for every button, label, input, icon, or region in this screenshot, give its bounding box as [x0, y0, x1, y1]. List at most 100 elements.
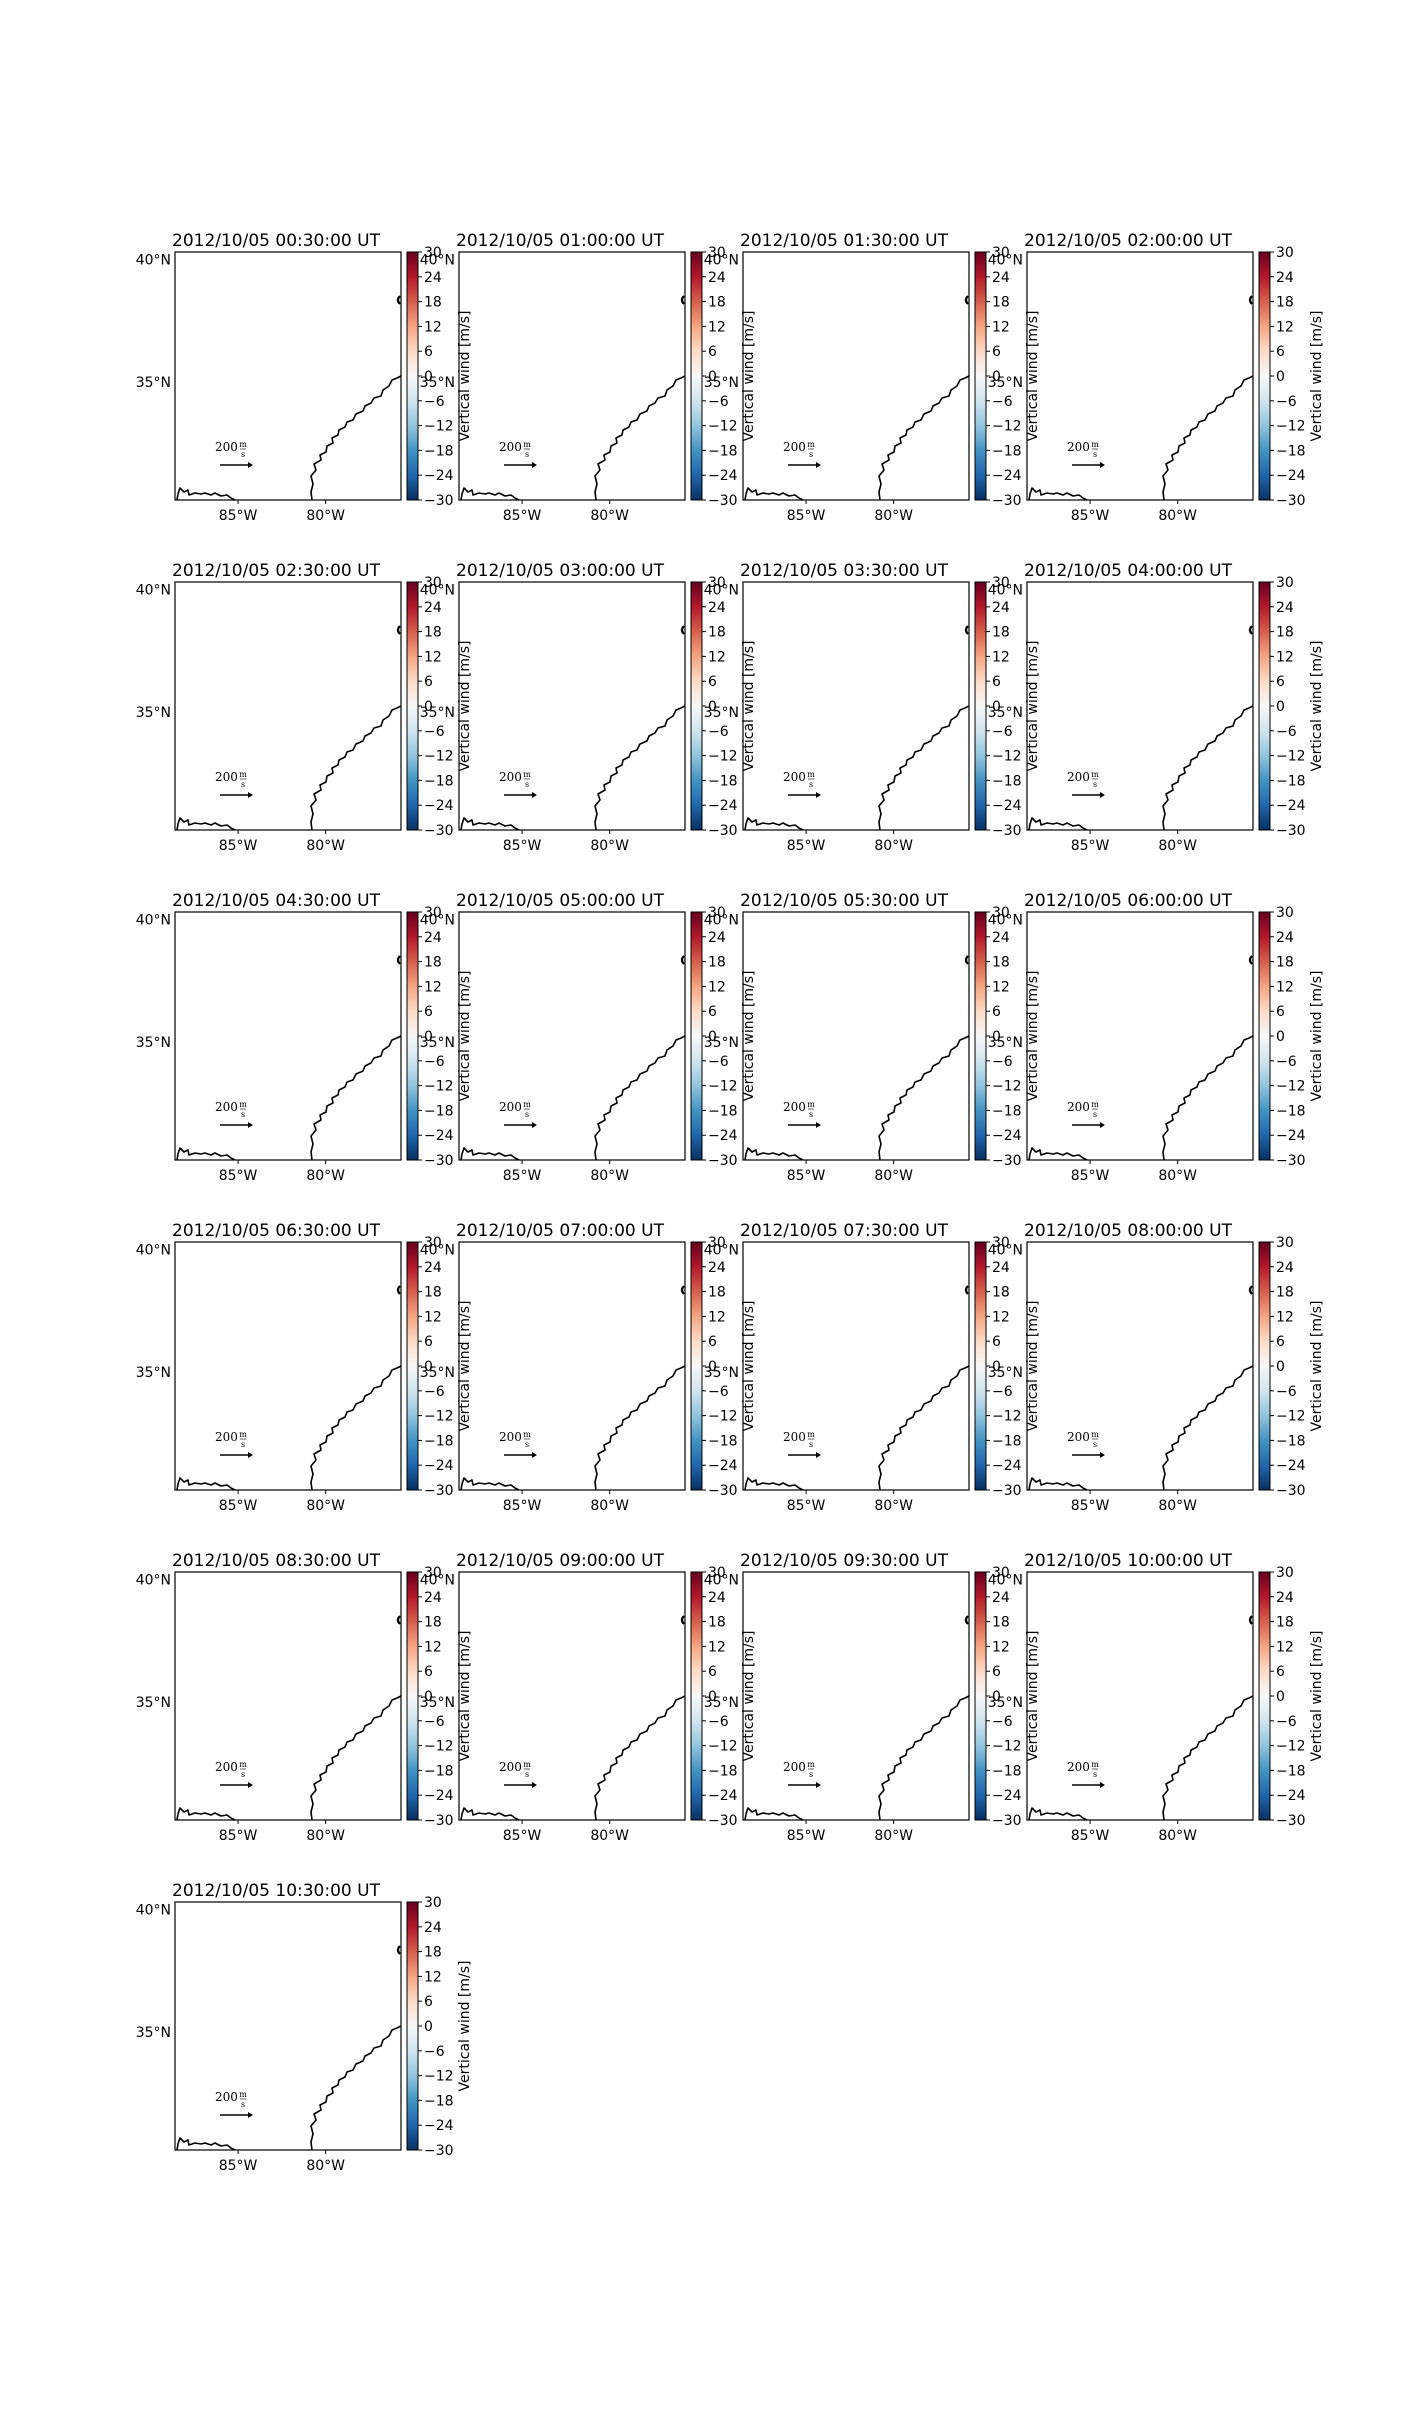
colorbar-tick-label: 6	[424, 1004, 433, 1020]
colorbar-tick-label: 6	[1276, 674, 1285, 690]
colorbar: 30 24 18 12 6 0 −6 −12 −18 −24 −30 Vertical wind [m…	[1258, 1565, 1325, 1829]
colorbar-tick-label: −18	[992, 773, 1022, 789]
lat-tick-label: 40°N	[988, 1572, 1023, 1588]
coastline-atlantic	[878, 1365, 970, 1491]
lat-tick-label: 35°N	[988, 1695, 1023, 1711]
map-frame	[1026, 251, 1254, 501]
colorbar-tick-label: 0	[708, 1359, 717, 1375]
colorbar-tick-label: 18	[424, 625, 442, 641]
colorbar-tick-label: −24	[1276, 1788, 1306, 1804]
colorbar-tick-label: 30	[1276, 575, 1294, 591]
coastline-gulf	[460, 1477, 520, 1491]
colorbar-tick-label: 24	[708, 1260, 726, 1276]
colorbar-tick-label: −12	[1276, 419, 1306, 435]
colorbar-tick-label: −6	[992, 1714, 1013, 1730]
colorbar-tick-label: −18	[992, 443, 1022, 459]
colorbar-tick-label: −30	[992, 1483, 1022, 1499]
colorbar-tick-label: −12	[708, 1409, 738, 1425]
colorbar-tick-label: 18	[424, 1615, 442, 1631]
colorbar-tick-label: −12	[424, 749, 454, 765]
colorbar-tick-label: −30	[424, 823, 454, 839]
reference-vector-value: 200	[215, 2090, 238, 2104]
colorbar-tick-label: −6	[1276, 724, 1297, 740]
colorbar-tick-label: 12	[424, 979, 442, 995]
reference-vector-unit-den: s	[525, 1440, 529, 1449]
colorbar-tick-label: 30	[424, 245, 442, 261]
reference-arrow-head	[1100, 462, 1105, 468]
map-frame	[174, 1241, 402, 1491]
panel-title: 2012/10/05 08:00:00 UT	[1024, 1221, 1233, 1241]
colorbar-tick-label: 6	[424, 1664, 433, 1680]
colorbar-tick-label: −12	[708, 1079, 738, 1095]
coastline-atlantic	[594, 375, 686, 501]
lon-tick-label: 80°W	[306, 508, 345, 524]
reference-vector-key: 200 ms	[215, 1760, 253, 1788]
colorbar-label: Vertical wind [m/s]	[1309, 1631, 1325, 1762]
lon-tick-label: 80°W	[1158, 1168, 1197, 1184]
lon-tick-label: 85°W	[219, 1168, 258, 1184]
reference-vector-unit-num: m	[523, 1430, 531, 1439]
reference-vector-unit-den: s	[241, 1110, 245, 1119]
colorbar-gradient	[406, 581, 419, 831]
coastline-gulf	[176, 1807, 236, 1821]
colorbar-tick-label: 30	[992, 575, 1010, 591]
colorbar-tick-label: −6	[992, 1054, 1013, 1070]
colorbar: 30 24 18 12 6 0 −6 −12 −18 −24 −30 Vertical wind [m…	[690, 245, 757, 509]
colorbar-tick-label: 24	[992, 930, 1010, 946]
colorbar-tick-label: 18	[424, 295, 442, 311]
colorbar-tick-label: −24	[424, 1788, 454, 1804]
colorbar-tick-label: 6	[424, 1994, 433, 2010]
reference-vector-value: 200	[499, 1760, 522, 1774]
colorbar-label: Vertical wind [m/s]	[1025, 641, 1041, 772]
colorbar-tick-label: 12	[424, 649, 442, 665]
reference-vector-key: 200 ms	[499, 1430, 537, 1458]
lon-tick-label: 80°W	[306, 1498, 345, 1514]
colorbar-tick-label: 12	[424, 1969, 442, 1985]
colorbar-tick-label: 6	[424, 1334, 433, 1350]
colorbar-tick-label: 12	[992, 319, 1010, 335]
colorbar-tick-label: −18	[992, 1103, 1022, 1119]
colorbar-tick-label: 24	[1276, 930, 1294, 946]
colorbar: 30 24 18 12 6 0 −6 −12 −18 −24 −30 Vertical wind [m…	[406, 905, 473, 1169]
map-frame	[1026, 1571, 1254, 1821]
coastline-bay	[964, 1615, 969, 1625]
panel-title: 2012/10/05 01:30:00 UT	[740, 231, 949, 251]
colorbar-label: Vertical wind [m/s]	[457, 1301, 473, 1432]
lat-tick-label: 40°N	[988, 582, 1023, 598]
reference-vector-key: 200 ms	[1067, 1100, 1105, 1128]
colorbar-tick-label: −24	[708, 1128, 738, 1144]
lon-tick-label: 80°W	[874, 1168, 913, 1184]
reference-vector-key: 200 ms	[783, 1760, 821, 1788]
lon-tick-label: 85°W	[219, 838, 258, 854]
colorbar-tick-label: −18	[992, 1433, 1022, 1449]
lon-tick-label: 80°W	[590, 508, 629, 524]
map-frame	[458, 251, 686, 501]
colorbar-label: Vertical wind [m/s]	[741, 971, 757, 1102]
reference-vector-value: 200	[783, 1430, 806, 1444]
colorbar-label: Vertical wind [m/s]	[1309, 311, 1325, 442]
lat-tick-label: 40°N	[136, 912, 171, 928]
reference-arrow-head	[1100, 1452, 1105, 1458]
reference-arrow-head	[816, 792, 821, 798]
lat-tick-label: 40°N	[136, 1242, 171, 1258]
coastline-gulf	[744, 817, 804, 831]
colorbar-tick-label: 0	[1276, 1359, 1285, 1375]
colorbar-tick-label: −30	[1276, 1483, 1306, 1499]
reference-vector-unit-den: s	[525, 450, 529, 459]
colorbar-tick-label: 30	[1276, 905, 1294, 921]
colorbar-tick-label: 12	[1276, 979, 1294, 995]
colorbar-tick-label: 24	[708, 270, 726, 286]
coastline-bay	[396, 1615, 401, 1625]
colorbar-tick-label: 18	[992, 625, 1010, 641]
reference-vector-unit-den: s	[241, 450, 245, 459]
map-frame	[174, 581, 402, 831]
reference-vector-unit-den: s	[241, 2100, 245, 2109]
colorbar: 30 24 18 12 6 0 −6 −12 −18 −24 −30 Vertical wind [m…	[974, 905, 1041, 1169]
coastline-gulf	[460, 1147, 520, 1161]
lat-tick-label: 40°N	[136, 582, 171, 598]
colorbar-tick-label: −6	[992, 394, 1013, 410]
colorbar-label: Vertical wind [m/s]	[457, 1631, 473, 1762]
lat-tick-label: 35°N	[420, 1695, 455, 1711]
reference-arrow-head	[532, 1782, 537, 1788]
